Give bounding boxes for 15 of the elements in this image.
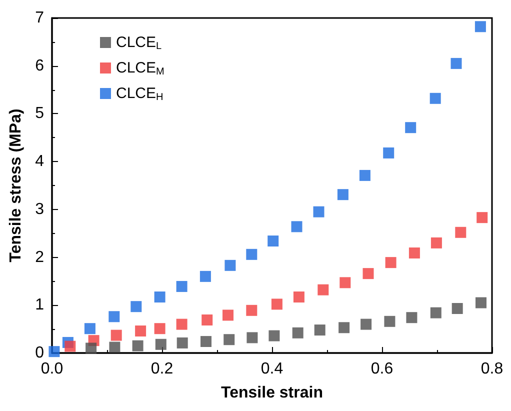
y-tick-label: 7: [35, 10, 44, 26]
y-tick-label: 1: [35, 296, 44, 314]
y-tick-label: 2: [35, 248, 44, 266]
y-tick-label: 6: [35, 57, 44, 74]
x-tick-label: 0.4: [260, 360, 284, 378]
y-axis-title: Tensile stress (MPa): [8, 108, 24, 262]
x-tick-label: 0.0: [40, 360, 64, 378]
y-tick-label: 0: [35, 344, 44, 362]
y-tick-label: 4: [35, 153, 44, 170]
y-tick-label: 3: [35, 200, 44, 218]
x-tick-label: 0.6: [370, 360, 394, 378]
x-tick-label: 0.8: [480, 360, 504, 378]
x-axis-title: Tensile strain: [221, 384, 323, 402]
x-tick-label: 0.2: [150, 360, 174, 378]
y-tick-label: 5: [35, 105, 44, 122]
